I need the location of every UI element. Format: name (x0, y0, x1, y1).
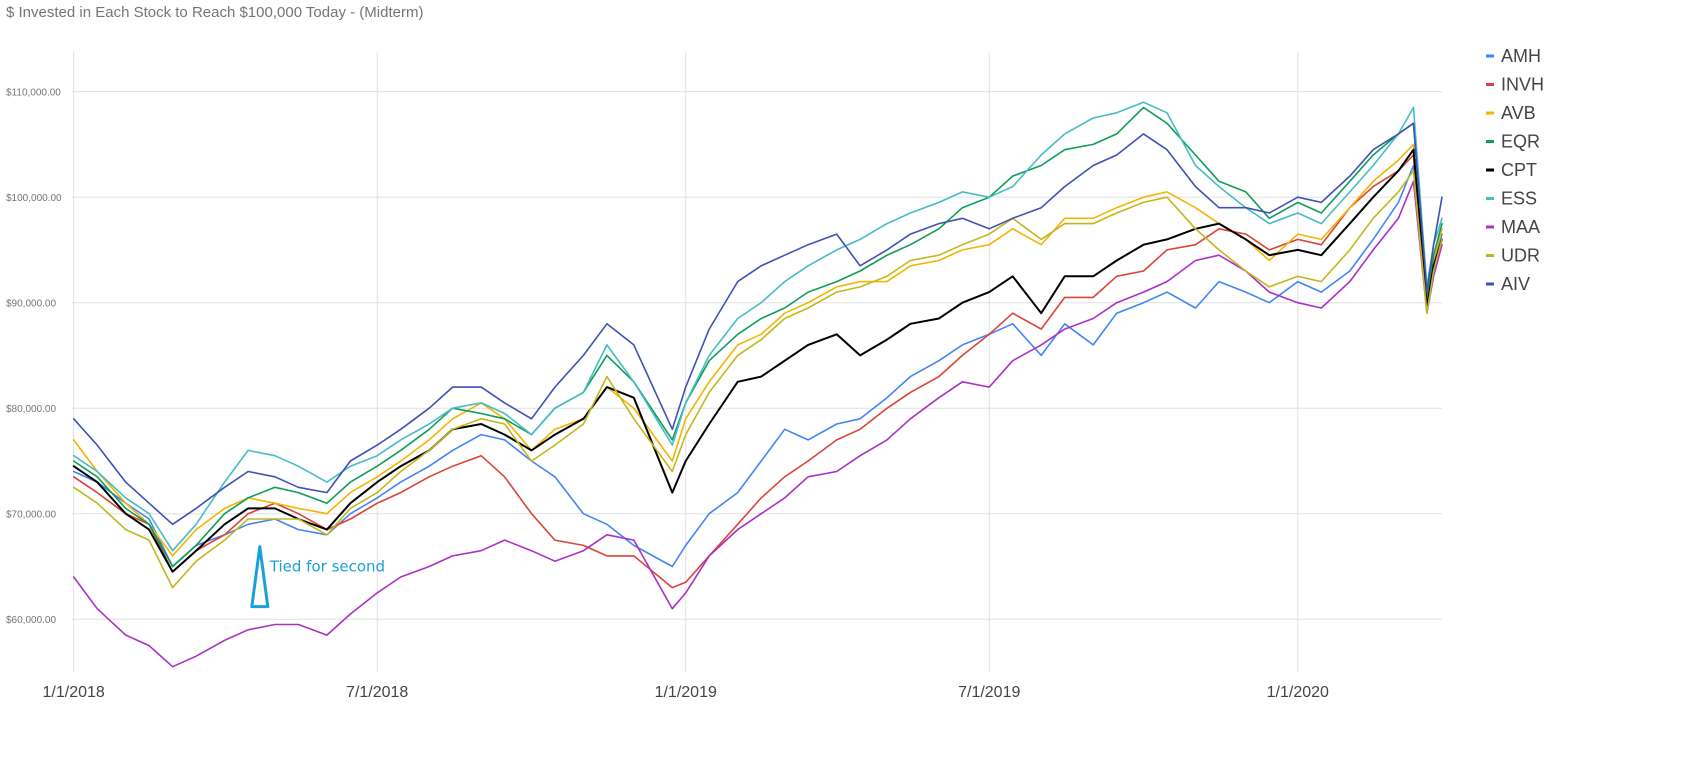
legend-swatch-cpt (1486, 168, 1494, 172)
x-tick-label: 7/1/2019 (958, 684, 1020, 701)
y-axis-ticks: $60,000.00 $70,000.00 $80,000.00 $90,000.00… (6, 88, 62, 627)
series-line-udr (72, 170, 1443, 589)
annotation-label: Tied for second (269, 558, 385, 576)
legend-label-ess: ESS (1501, 189, 1537, 209)
legend-label-eqr: EQR (1501, 132, 1540, 152)
annotation: Tied for second (250, 545, 385, 609)
chart-series (72, 101, 1443, 668)
legend-swatch-invh (1486, 83, 1494, 86)
x-tick-label: 7/1/2018 (346, 684, 408, 701)
legend-label-cpt: CPT (1501, 160, 1537, 180)
y-tick-label: $60,000.00 (6, 615, 56, 626)
legend-label-maa: MAA (1501, 217, 1540, 237)
series-line-amh (72, 164, 1443, 568)
y-tick-label: $110,000.00 (6, 88, 61, 99)
series-line-eqr (72, 106, 1443, 568)
x-axis-ticks: 1/1/2018 7/1/2018 1/1/2019 7/1/2019 1/1/2020 (43, 684, 1329, 701)
series-line-invh (72, 154, 1443, 589)
chart-legend: AMH INVH AVB EQR CPT ESS MAA UDR AIV (1486, 46, 1544, 294)
x-tick-label: 1/1/2019 (655, 684, 717, 701)
x-tick-label: 1/1/2018 (43, 684, 105, 701)
y-tick-label: $90,000.00 (6, 299, 56, 310)
legend-swatch-maa (1486, 225, 1494, 229)
y-tick-label: $70,000.00 (6, 510, 56, 521)
legend-label-aiv: AIV (1501, 274, 1530, 294)
x-tick-label: 1/1/2020 (1267, 684, 1329, 701)
series-line-maa (72, 180, 1443, 668)
y-tick-label: $100,000.00 (6, 193, 62, 204)
legend-swatch-amh (1486, 54, 1494, 58)
legend-label-invh: INVH (1501, 75, 1544, 95)
series-line-avb (72, 143, 1443, 557)
series-line-cpt (72, 148, 1443, 573)
legend-swatch-avb (1486, 111, 1494, 115)
legend-label-amh: AMH (1501, 46, 1541, 66)
annotation-marker (250, 545, 270, 609)
legend-label-udr: UDR (1501, 246, 1540, 266)
legend-swatch-aiv (1486, 282, 1494, 286)
legend-swatch-eqr (1486, 140, 1494, 143)
legend-swatch-udr (1486, 254, 1494, 257)
chart-title: $ Invested in Each Stock to Reach $100,0… (6, 4, 424, 21)
legend-label-avb: AVB (1501, 103, 1536, 123)
series-line-aiv (72, 122, 1443, 526)
legend-swatch-ess (1486, 197, 1494, 200)
y-tick-label: $80,000.00 (6, 404, 56, 415)
chart-grid (72, 52, 1442, 672)
series-line-ess (72, 101, 1443, 552)
